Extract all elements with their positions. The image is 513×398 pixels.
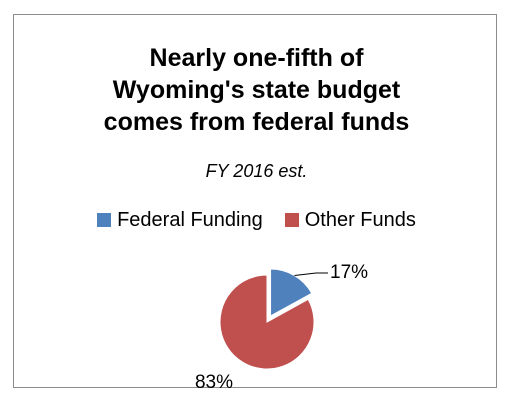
chart-legend: Federal Funding Other Funds (0, 207, 513, 233)
chart-title: Nearly one-fifth of Wyoming's state budg… (0, 42, 513, 138)
pie-slice-other-funds (219, 274, 315, 370)
legend-label-federal-funding: Federal Funding (117, 208, 263, 231)
legend-item-federal-funding: Federal Funding (97, 209, 263, 232)
legend-swatch-federal-funding (97, 213, 112, 227)
data-label-federal-funding: 17% (330, 262, 368, 283)
chart-subtitle: FY 2016 est. (205, 161, 308, 181)
chart-title-line-1: Nearly one-fifth of (149, 44, 364, 72)
legend-swatch-other-funds (284, 213, 299, 227)
legend-item-other-funds: Other Funds (284, 208, 416, 232)
chart-title-line-3: comes from federal funds (103, 108, 410, 136)
legend-label-other-funds: Other Funds (304, 208, 416, 231)
chart-title-line-2: Wyoming's state budget (112, 76, 401, 104)
data-label-other-funds: 83% (195, 372, 233, 393)
pie-slice-federal-funding (270, 268, 313, 317)
leader-line-federal-funding (294, 272, 328, 277)
